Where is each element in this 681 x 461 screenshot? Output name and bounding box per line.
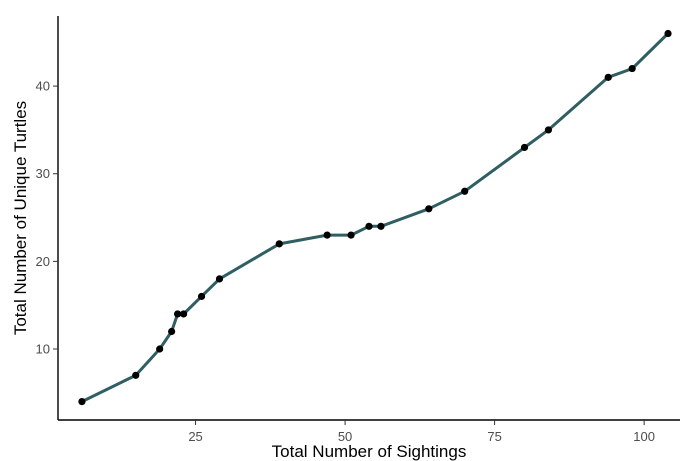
y-tick-label: 30 xyxy=(36,166,50,181)
data-point xyxy=(347,231,355,239)
plot-area xyxy=(78,29,672,406)
data-point xyxy=(365,222,373,230)
data-point xyxy=(156,345,164,353)
data-point xyxy=(323,231,331,239)
data-point xyxy=(174,310,182,318)
x-tick-label: 75 xyxy=(487,429,501,444)
x-axis-ticks: 25 50 75 100 xyxy=(188,420,655,444)
data-point xyxy=(664,29,672,38)
data-point xyxy=(604,73,612,81)
data-point xyxy=(78,397,86,406)
y-axis-ticks: 10 20 30 40 xyxy=(36,79,58,357)
data-point xyxy=(179,310,188,318)
data-point xyxy=(197,292,206,301)
data-point xyxy=(425,205,433,213)
y-tick-label: 20 xyxy=(36,254,50,269)
x-axis-title: Total Number of Sightings xyxy=(272,442,467,461)
data-point xyxy=(215,275,224,283)
data-points xyxy=(78,29,672,406)
data-point xyxy=(520,143,529,152)
y-tick-label: 10 xyxy=(36,342,50,357)
data-point xyxy=(377,222,385,230)
y-axis-title: Total Number of Unique Turtles xyxy=(11,101,30,335)
data-point xyxy=(461,187,469,195)
data-point xyxy=(628,64,636,73)
x-tick-label: 100 xyxy=(633,429,655,444)
y-tick-label: 40 xyxy=(36,79,50,94)
data-point xyxy=(544,126,553,134)
x-tick-label: 50 xyxy=(338,429,352,444)
data-point xyxy=(132,371,140,379)
data-point xyxy=(275,240,283,248)
data-point xyxy=(168,327,176,336)
series-line xyxy=(80,32,670,404)
x-tick-label: 25 xyxy=(188,429,202,444)
